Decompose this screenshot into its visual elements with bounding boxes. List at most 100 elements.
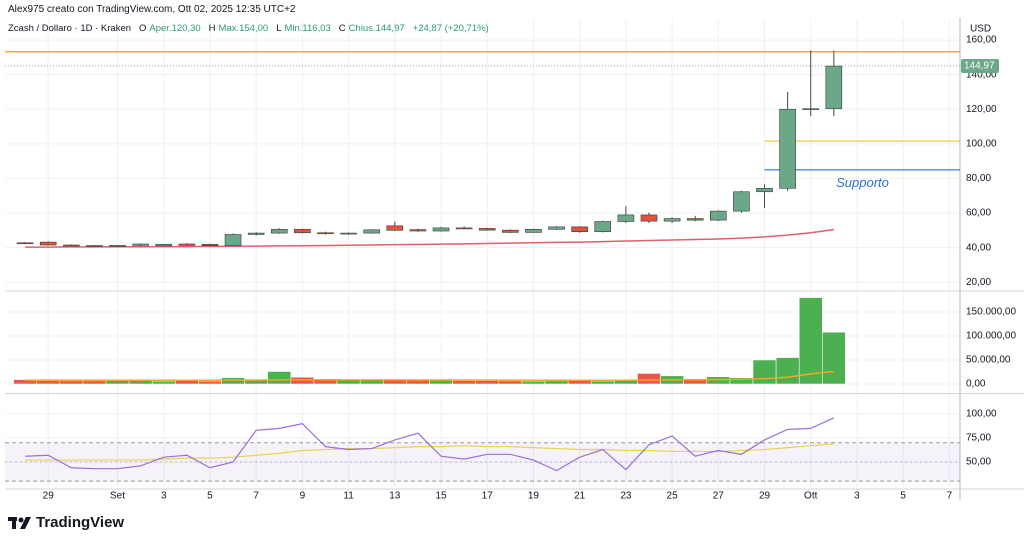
volume-bar: [475, 380, 499, 385]
volume-bar: [198, 380, 222, 385]
volume-ma: [25, 370, 834, 382]
legend-symbol: Zcash / Dollaro · 1D · Kraken: [8, 23, 132, 34]
volume-bar: [752, 359, 777, 385]
y-tick-label: 150.000,00: [966, 307, 1016, 318]
candle-body: [802, 108, 820, 111]
candle-body: [409, 229, 427, 232]
volume-bar: [36, 380, 60, 385]
volume-bar: [336, 379, 361, 385]
volume-bar: [591, 380, 615, 385]
candle-body: [201, 244, 219, 247]
x-tick-label: 7: [947, 491, 953, 502]
y-tick-label: 40,00: [966, 242, 991, 253]
rsi-line: [25, 417, 835, 472]
candle-body: [109, 245, 126, 247]
y-tick-label: 0,00: [966, 379, 986, 390]
legend-key: C: [338, 23, 346, 34]
volume-bar: [59, 380, 84, 385]
legend-key: H: [208, 23, 216, 34]
legend-value: Chius.144,97: [348, 23, 405, 34]
volume-bar: [290, 377, 315, 385]
candle-body: [571, 226, 588, 233]
volume-bar: [267, 371, 292, 385]
volume-bar: [798, 297, 823, 385]
candle-body: [86, 245, 103, 247]
y-tick-label: 120,00: [966, 104, 997, 115]
x-tick-label: 29: [43, 491, 55, 502]
volume-bar: [544, 380, 569, 385]
candle-body: [178, 243, 196, 246]
candle-body: [733, 191, 750, 212]
volume-bar: [567, 380, 592, 385]
candle-body: [247, 232, 265, 235]
candle-body: [16, 242, 34, 245]
legend-fields: O Aper.120,30 H Max.154,00 L Min.116,03 C Chius…: [139, 23, 413, 34]
y-tick-label: 100.000,00: [966, 331, 1016, 342]
candle-body: [548, 226, 565, 230]
candle-body: [779, 108, 796, 189]
moving-average: [25, 228, 834, 248]
x-tick-label: 5: [207, 491, 213, 502]
volume-bar: [498, 380, 523, 385]
candle-body: [294, 228, 311, 234]
x-tick-label: 29: [759, 491, 771, 502]
x-tick-label: 13: [389, 491, 401, 502]
candle-body: [363, 229, 381, 234]
candle-body: [432, 227, 450, 232]
volume-bar: [452, 380, 476, 385]
brand: TradingView: [8, 514, 124, 531]
candle-body: [386, 225, 404, 231]
y-tick-label: 50,00: [966, 457, 991, 468]
header-text: Alex975 creato con TradingView.com, Ott …: [8, 4, 296, 15]
x-tick-label: 11: [343, 491, 354, 502]
volume-bar: [775, 357, 800, 385]
volume-bar: [105, 380, 130, 385]
y-tick-label: 20,00: [966, 277, 991, 288]
candle-body: [594, 221, 612, 233]
candle-body: [155, 244, 173, 247]
x-tick-label: 7: [253, 491, 259, 502]
y-tick-label: 140,00: [966, 69, 997, 80]
volume-bar: [82, 380, 107, 385]
candle-body: [132, 243, 149, 246]
x-tick-label: 15: [435, 491, 447, 502]
x-tick-label: 19: [528, 491, 540, 502]
candle-body: [455, 227, 473, 230]
candle-body: [270, 228, 288, 234]
legend-value: Aper.120,30: [149, 23, 201, 34]
candle-body: [663, 218, 681, 222]
candle-body: [63, 244, 80, 247]
candle-body: [640, 214, 658, 222]
candle-body: [317, 232, 334, 235]
candle-body: [478, 228, 496, 231]
x-tick-label: 9: [300, 491, 306, 502]
candle-body: [825, 65, 843, 110]
y-tick-label: 50.000,00: [966, 355, 1011, 366]
y-tick-label: 100,00: [966, 138, 997, 149]
candle-body: [224, 234, 242, 247]
x-tick-label: 27: [713, 491, 725, 502]
legend-key: O: [139, 23, 147, 34]
brand-name: TradingView: [36, 514, 125, 531]
level-label: Supporto: [836, 175, 889, 190]
brand-logo: [8, 516, 31, 529]
x-tick-label: 25: [667, 491, 679, 502]
candle-body: [340, 232, 357, 235]
x-tick-label: 3: [161, 491, 167, 502]
candle-body: [39, 241, 57, 246]
candle-body: [710, 210, 727, 221]
volume-bar: [359, 379, 384, 385]
y-tick-label: 75,00: [966, 433, 991, 444]
volume-bar: [822, 331, 846, 385]
x-tick-label: 21: [574, 491, 586, 502]
volume-bar: [521, 380, 546, 385]
x-tick-label: Ott: [804, 491, 818, 502]
legend-change: +24,87 (+20,71%): [412, 23, 489, 34]
candle-body: [617, 214, 635, 222]
volume-bar: [637, 373, 661, 385]
x-tick-label: 17: [482, 491, 494, 502]
x-tick-label: Set: [110, 491, 125, 502]
x-tick-label: 5: [900, 491, 906, 502]
